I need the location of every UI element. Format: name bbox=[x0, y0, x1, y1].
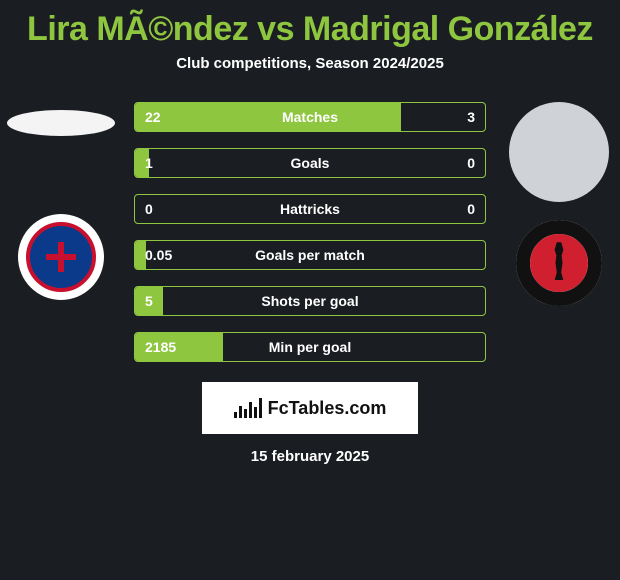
right-club-badge bbox=[516, 220, 602, 306]
brand-attribution: FcTables.com bbox=[202, 382, 418, 434]
page-subtitle: Club competitions, Season 2024/2025 bbox=[0, 55, 620, 72]
left-club-badge bbox=[18, 214, 104, 300]
stat-label: Goals per match bbox=[135, 247, 485, 263]
stat-label: Shots per goal bbox=[135, 293, 485, 309]
stat-label: Matches bbox=[135, 109, 485, 125]
stat-row: 2185Min per goal bbox=[134, 332, 486, 362]
stat-row: 0.05Goals per match bbox=[134, 240, 486, 270]
right-player-photo bbox=[509, 102, 609, 202]
left-player-column bbox=[6, 102, 116, 300]
right-player-column bbox=[504, 102, 614, 306]
stats-table: 223Matches 10Goals 00Hattricks 0.05Goals pe… bbox=[134, 102, 486, 362]
stat-row: 5Shots per goal bbox=[134, 286, 486, 316]
stat-label: Goals bbox=[135, 155, 485, 171]
stat-row: 223Matches bbox=[134, 102, 486, 132]
left-player-photo bbox=[7, 110, 115, 136]
comparison-container: 223Matches 10Goals 00Hattricks 0.05Goals pe… bbox=[0, 102, 620, 362]
stat-row: 00Hattricks bbox=[134, 194, 486, 224]
stat-row: 10Goals bbox=[134, 148, 486, 178]
brand-text: FcTables.com bbox=[268, 398, 387, 419]
page-title: Lira MÃ©ndez vs Madrigal González bbox=[0, 0, 620, 49]
comparison-date: 15 february 2025 bbox=[0, 448, 620, 465]
brand-bars-icon bbox=[234, 398, 262, 418]
stat-label: Hattricks bbox=[135, 201, 485, 217]
stat-label: Min per goal bbox=[135, 339, 485, 355]
